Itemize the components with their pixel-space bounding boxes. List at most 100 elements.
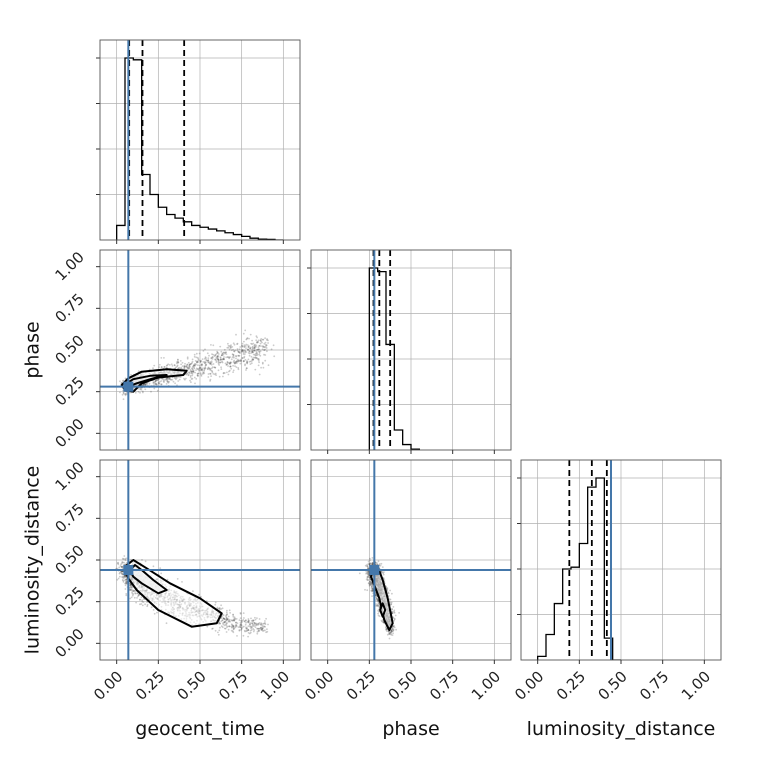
scatter-point xyxy=(154,383,157,386)
scatter-point xyxy=(209,361,212,363)
scatter-point xyxy=(254,626,257,629)
scatter-point xyxy=(376,599,378,602)
scatter-point xyxy=(129,587,131,590)
scatter-point xyxy=(166,380,169,383)
scatter-point xyxy=(166,379,169,382)
scatter-point xyxy=(199,372,202,375)
scatter-point xyxy=(217,358,220,361)
scatter-point xyxy=(154,380,157,382)
scatter-point xyxy=(160,357,163,359)
scatter-point xyxy=(120,570,123,573)
scatter-point xyxy=(377,605,379,607)
scatter-point xyxy=(253,349,256,352)
scatter-point xyxy=(241,357,244,359)
scatter-point xyxy=(189,363,191,366)
scatter-point xyxy=(220,350,223,353)
scatter-point xyxy=(174,382,177,385)
scatter-point xyxy=(242,612,245,614)
scatter-point xyxy=(170,378,173,381)
scatter-point xyxy=(371,562,374,565)
scatter-point xyxy=(221,626,224,629)
scatter-point xyxy=(221,360,223,363)
scatter-point xyxy=(167,381,170,384)
scatter-point xyxy=(220,617,223,619)
xtick-label: 0.75 xyxy=(426,667,462,703)
scatter-point xyxy=(218,359,220,362)
scatter-point xyxy=(134,592,137,595)
scatter-point xyxy=(365,572,367,575)
scatter-point xyxy=(190,371,193,373)
scatter-point xyxy=(246,629,249,632)
scatter-point xyxy=(193,376,196,379)
scatter-point xyxy=(223,624,226,627)
scatter-point xyxy=(246,360,249,363)
scatter-point xyxy=(247,629,250,632)
scatter-point xyxy=(129,588,132,591)
scatter-point xyxy=(250,352,253,354)
scatter-point xyxy=(385,587,388,590)
scatter-point xyxy=(208,362,211,365)
scatter-point xyxy=(240,350,243,353)
scatter-point xyxy=(382,572,385,575)
scatter-point xyxy=(241,626,244,628)
scatter-point xyxy=(227,362,230,364)
scatter-point xyxy=(154,380,157,383)
scatter-point xyxy=(197,358,200,360)
scatter-point xyxy=(135,601,138,604)
scatter-point xyxy=(369,583,372,586)
scatter-point xyxy=(243,349,246,352)
scatter-point xyxy=(196,374,199,377)
scatter-point xyxy=(244,623,247,626)
scatter-point xyxy=(192,364,195,366)
scatter-point xyxy=(129,597,132,600)
scatter-point xyxy=(200,373,203,376)
scatter-point xyxy=(227,619,230,622)
scatter-point xyxy=(370,581,373,583)
scatter-point xyxy=(254,616,256,619)
scatter-point xyxy=(195,352,198,355)
scatter-point xyxy=(188,367,191,370)
scatter-point xyxy=(388,633,391,636)
scatter-point xyxy=(218,375,221,378)
scatter-point xyxy=(389,632,392,635)
scatter-point xyxy=(377,599,379,602)
scatter-point xyxy=(371,595,373,597)
scatter-point xyxy=(261,338,264,341)
scatter-point xyxy=(377,612,379,615)
scatter-point xyxy=(193,363,196,366)
scatter-point xyxy=(203,361,206,364)
scatter-point xyxy=(208,367,210,369)
scatter-point xyxy=(197,375,199,377)
scatter-point xyxy=(168,377,171,380)
scatter-point xyxy=(226,614,228,616)
scatter-point xyxy=(237,360,240,363)
scatter-point xyxy=(252,351,255,353)
scatter-point xyxy=(260,623,263,626)
scatter-point xyxy=(211,356,214,358)
scatter-point xyxy=(371,588,374,591)
scatter-point xyxy=(245,630,248,633)
scatter-point xyxy=(119,571,121,574)
scatter-point xyxy=(385,585,387,588)
scatter-point xyxy=(264,348,267,351)
scatter-point xyxy=(229,347,232,349)
scatter-point xyxy=(193,353,196,356)
scatter-point xyxy=(189,363,192,365)
scatter-point xyxy=(393,611,396,614)
scatter-point xyxy=(233,343,236,346)
scatter-point xyxy=(177,358,179,361)
scatter-point xyxy=(246,367,248,370)
xlabel-luminosity_distance: luminosity_distance xyxy=(527,718,716,740)
scatter-point xyxy=(121,573,124,576)
scatter-point xyxy=(391,612,394,614)
scatter-point xyxy=(221,358,224,361)
scatter-point xyxy=(192,590,194,592)
scatter-point xyxy=(165,377,168,380)
scatter-point xyxy=(393,609,396,612)
scatter-point xyxy=(232,355,235,358)
scatter-point xyxy=(393,624,395,627)
scatter-point xyxy=(226,361,229,364)
scatter-point xyxy=(201,368,203,371)
scatter-point xyxy=(258,344,261,347)
scatter-point xyxy=(243,625,245,628)
